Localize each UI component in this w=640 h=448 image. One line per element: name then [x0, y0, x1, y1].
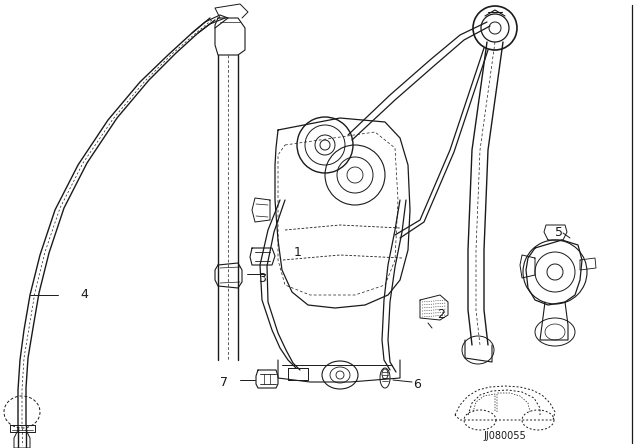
Text: 5: 5 — [555, 227, 563, 240]
Text: JJ080055: JJ080055 — [484, 431, 526, 441]
Text: 3: 3 — [258, 271, 266, 284]
Text: 2: 2 — [437, 309, 445, 322]
Text: 6: 6 — [413, 378, 421, 391]
Text: 1: 1 — [294, 246, 302, 258]
Text: 7: 7 — [220, 375, 228, 388]
Text: 4: 4 — [80, 289, 88, 302]
